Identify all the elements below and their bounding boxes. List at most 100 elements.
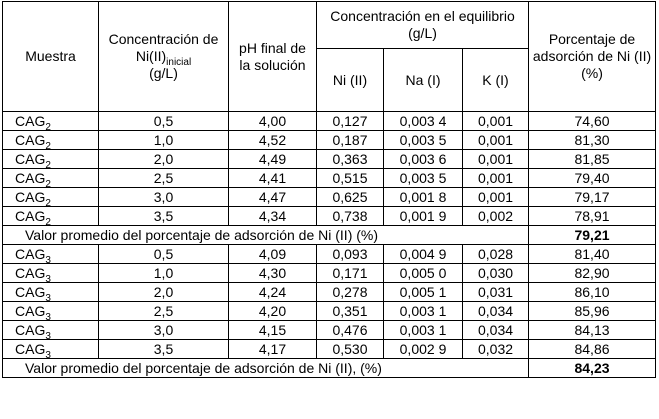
value-cell: 0,004 9 xyxy=(383,244,463,264)
table-row: CAG2 3,5 4,34 0,738 0,001 9 0,002 78,91 xyxy=(2,206,657,228)
value-cell: 0,034 xyxy=(461,320,530,340)
value-cell: 3,0 xyxy=(98,187,229,207)
value-cell: 0,003 6 xyxy=(383,149,463,169)
value-cell: 0,001 xyxy=(461,187,530,207)
header-cell: Ni (II) xyxy=(316,48,384,112)
sample-subscript: 2 xyxy=(45,197,51,209)
sample-subscript: 2 xyxy=(45,140,51,152)
sample-name: CAG xyxy=(15,131,46,148)
table-row: CAG3 3,0 4,15 0,476 0,003 1 0,034 84,13 xyxy=(2,320,657,342)
table-row: CAG2 2,0 4,49 0,363 0,003 6 0,001 81,85 xyxy=(2,149,657,171)
value-cell: 0,003 1 xyxy=(383,301,463,321)
value-cell: 0,738 xyxy=(316,206,384,226)
value-cell: 0,187 xyxy=(316,130,384,150)
sample-cell: CAG2 xyxy=(2,187,99,209)
sample-subscript: 2 xyxy=(45,121,51,133)
sample-subscript: 2 xyxy=(45,216,51,228)
sample-cell: CAG3 xyxy=(2,301,99,322)
value-cell: 0,476 xyxy=(316,320,384,340)
value-cell: 82,90 xyxy=(528,263,657,283)
value-cell: 0,001 9 xyxy=(383,206,463,226)
average-row: Valor promedio del porcentaje de adsorci… xyxy=(1,225,657,245)
sample-name: CAG xyxy=(15,283,46,300)
sample-cell: CAG2 xyxy=(2,130,99,152)
value-cell: 0,5 xyxy=(98,111,229,131)
value-cell: 81,85 xyxy=(528,149,657,169)
header-subscript: inicial xyxy=(166,56,192,68)
value-cell: 81,40 xyxy=(528,244,657,264)
value-cell: 4,47 xyxy=(228,187,317,207)
value-cell: 3,5 xyxy=(98,339,229,359)
sample-name: CAG xyxy=(15,169,46,186)
header-cell: Concentración en el equilibrio (g/L) xyxy=(315,1,530,49)
value-cell: 0,363 xyxy=(316,149,384,169)
value-cell: 0,001 8 xyxy=(383,187,463,207)
header-cell: Muestra xyxy=(2,1,99,112)
value-cell: 79,17 xyxy=(528,187,657,207)
sample-subscript: 3 xyxy=(45,292,51,304)
value-cell: 0,005 1 xyxy=(383,282,463,302)
sample-cell: CAG3 xyxy=(2,282,99,304)
table-row: CAG3 0,5 4,09 0,093 0,004 9 0,028 81,40 xyxy=(2,244,657,265)
sample-cell: CAG2 xyxy=(2,206,99,228)
sample-subscript: 3 xyxy=(45,330,51,342)
value-cell: 4,24 xyxy=(228,282,317,302)
value-cell: 0,002 9 xyxy=(383,339,463,359)
value-cell: 0,625 xyxy=(316,187,384,207)
sample-name: CAG xyxy=(15,245,46,262)
average-value: 84,23 xyxy=(528,358,657,378)
value-cell: 4,41 xyxy=(228,168,317,188)
sample-subscript: 3 xyxy=(45,273,51,285)
value-cell: 2,0 xyxy=(98,282,229,302)
sample-subscript: 2 xyxy=(45,159,51,171)
value-cell: 0,127 xyxy=(316,111,384,131)
value-cell: 2,5 xyxy=(98,301,229,321)
table-row: CAG2 0,5 4,00 0,127 0,003 4 0,001 74,60 xyxy=(2,111,657,133)
sample-cell: CAG3 xyxy=(2,339,99,360)
table-row: CAG2 1,0 4,52 0,187 0,003 5 0,001 81,30 xyxy=(2,130,657,152)
value-cell: 0,001 xyxy=(461,130,530,150)
sample-name: CAG xyxy=(15,207,46,224)
header-text: Concentración de Ni(II) xyxy=(108,31,219,64)
sample-subscript: 2 xyxy=(45,178,51,190)
value-cell: 0,530 xyxy=(316,339,384,359)
value-cell: 2,5 xyxy=(98,168,229,188)
value-cell: 79,40 xyxy=(528,168,657,188)
table-row: CAG3 3,5 4,17 0,530 0,002 9 0,032 84,86 xyxy=(2,339,657,360)
value-cell: 84,86 xyxy=(528,339,657,359)
value-cell: 0,171 xyxy=(316,263,384,283)
value-cell: 0,003 5 xyxy=(383,168,463,188)
sample-name: CAG xyxy=(15,150,46,167)
sample-cell: CAG3 xyxy=(2,244,99,265)
header-cell: Concentración de Ni(II)inicial (g/L) xyxy=(98,1,229,112)
value-cell: 78,91 xyxy=(528,206,657,226)
value-cell: 4,30 xyxy=(228,263,317,283)
value-cell: 0,032 xyxy=(461,339,530,359)
table-row: CAG3 1,0 4,30 0,171 0,005 0 0,030 82,90 xyxy=(2,263,657,285)
value-cell: 4,00 xyxy=(228,111,317,131)
average-label: Valor promedio del porcentaje de adsorci… xyxy=(1,358,530,378)
average-row: Valor promedio del porcentaje de adsorci… xyxy=(1,358,657,378)
header-cell: Porcentaje de adsorción de Ni (II) (%) xyxy=(528,1,657,112)
average-label: Valor promedio del porcentaje de adsorci… xyxy=(1,225,530,245)
value-cell: 81,30 xyxy=(528,130,657,150)
value-cell: 0,002 xyxy=(461,206,530,226)
value-cell: 0,515 xyxy=(316,168,384,188)
value-cell: 0,5 xyxy=(98,244,229,264)
value-cell: 0,001 xyxy=(461,168,530,188)
table-row: CAG3 2,5 4,20 0,351 0,003 1 0,034 85,96 xyxy=(2,301,657,322)
value-cell: 3,5 xyxy=(98,206,229,226)
value-cell: 0,093 xyxy=(316,244,384,264)
value-cell: 4,09 xyxy=(228,244,317,264)
table-row: CAG3 2,0 4,24 0,278 0,005 1 0,031 86,10 xyxy=(2,282,657,304)
sample-cell: CAG2 xyxy=(2,149,99,171)
value-cell: 1,0 xyxy=(98,263,229,283)
average-value: 79,21 xyxy=(528,225,657,245)
value-cell: 4,20 xyxy=(228,301,317,321)
sample-name: CAG xyxy=(15,112,46,129)
value-cell: 4,49 xyxy=(228,149,317,169)
sample-cell: CAG2 xyxy=(2,168,99,190)
value-cell: 74,60 xyxy=(528,111,657,131)
table-row: CAG2 3,0 4,47 0,625 0,001 8 0,001 79,17 xyxy=(2,187,657,209)
